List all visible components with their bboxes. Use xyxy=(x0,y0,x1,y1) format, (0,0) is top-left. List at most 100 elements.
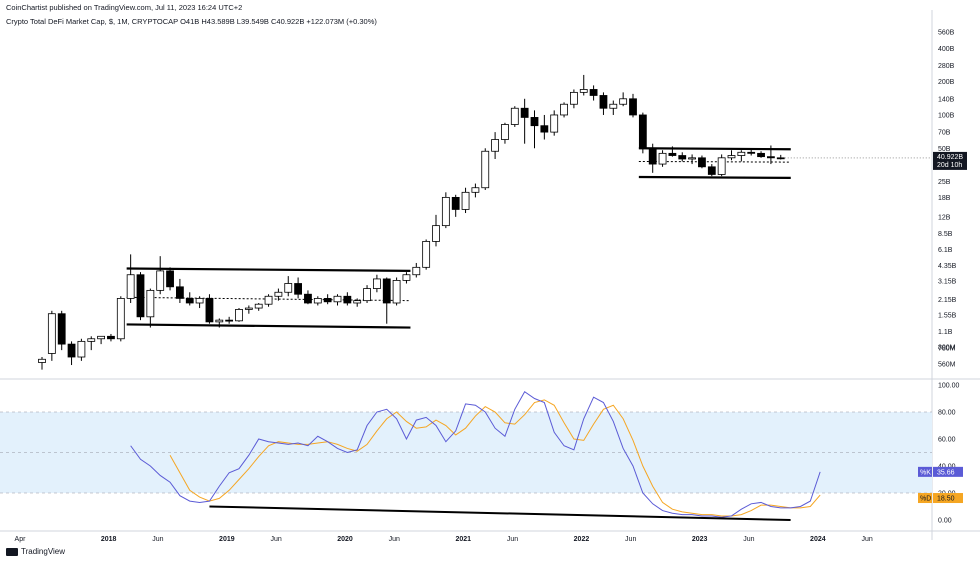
stoch-axis: 100.0080.0060.0040.0020.000.00%K35.66%D1… xyxy=(918,383,963,525)
price-tick-label: 18B xyxy=(938,195,951,202)
time-tick-label: Jun xyxy=(507,536,518,543)
candle-body xyxy=(47,313,56,354)
stoch-tick-label: 0.00 xyxy=(938,518,952,525)
candle-body xyxy=(146,289,155,318)
range-bottom-line-2022 xyxy=(638,175,791,179)
candle-body xyxy=(747,151,756,154)
candle-body xyxy=(767,156,775,159)
stoch-d-line xyxy=(169,399,821,517)
price-tick-label: 6.1B xyxy=(938,247,953,254)
candle-body xyxy=(77,340,86,358)
candle-body xyxy=(599,95,608,109)
candle-body xyxy=(638,114,647,149)
candle-body xyxy=(570,91,578,105)
candle-body xyxy=(727,155,736,159)
candle-body xyxy=(471,187,480,193)
brand-name: TradingView xyxy=(21,547,66,556)
candle-body xyxy=(688,157,696,160)
candle-body xyxy=(717,157,726,175)
candle-body xyxy=(441,196,450,227)
k-value-label: 35.66 xyxy=(937,469,955,476)
range-top-line-2022 xyxy=(638,147,791,151)
candle-body xyxy=(116,298,125,340)
k-label-text: %K xyxy=(920,469,931,476)
time-tick-label: 2024 xyxy=(810,536,826,543)
last-price-tag xyxy=(933,151,967,170)
k-label-tag xyxy=(918,466,932,477)
price-tick-label: 1.1B xyxy=(938,329,953,336)
time-tick-label: 2018 xyxy=(101,536,117,543)
candle-body xyxy=(195,298,204,304)
candle-body xyxy=(235,309,243,322)
candle-body xyxy=(185,298,194,304)
candle-body xyxy=(382,278,391,304)
time-tick-label: Jun xyxy=(743,536,754,543)
candle-body xyxy=(156,270,165,291)
candle-body xyxy=(38,358,46,363)
candle-body xyxy=(175,286,184,299)
price-tick-label: 25B xyxy=(938,179,951,186)
candle-body xyxy=(776,157,785,160)
stoch-tick-label: 80.00 xyxy=(938,410,956,417)
candle-body xyxy=(609,103,618,109)
candle-body xyxy=(274,291,283,297)
d-label-text: %D xyxy=(920,496,931,503)
stoch-tick-label: 60.00 xyxy=(938,437,956,444)
price-tick-label: 1.55B xyxy=(938,313,957,320)
candle-body xyxy=(737,151,746,156)
candle-body xyxy=(520,107,529,118)
countdown-label: 20d 10h xyxy=(937,162,962,169)
price-tick-label: 8.5B xyxy=(938,231,953,238)
candle-body xyxy=(678,155,687,160)
time-tick-label: 2023 xyxy=(692,536,708,543)
price-tick-label: 2.15B xyxy=(938,297,957,304)
candle-body xyxy=(57,313,66,345)
candle-body xyxy=(313,298,322,304)
candle-body xyxy=(323,298,332,303)
tradingview-logo-icon xyxy=(6,547,18,556)
range-top-line-2018 xyxy=(126,267,411,272)
candle-body xyxy=(550,114,559,133)
candle-body xyxy=(422,241,431,268)
price-tick-label: 400B xyxy=(938,46,955,53)
candle-body xyxy=(560,103,568,116)
candle-body xyxy=(707,166,716,175)
symbol-line: Crypto Total DeFi Market Cap, $, 1M, CRY… xyxy=(6,17,377,26)
time-tick-label: 2022 xyxy=(574,536,590,543)
price-tick-label: 3.15B xyxy=(938,279,957,286)
price-axis: 800M 560M 780M 1.1B 1.55B 2.15B 3.15B 4.35B 6.1B… xyxy=(0,10,980,540)
d-label-tag xyxy=(918,493,932,504)
d-value-tag xyxy=(933,493,963,504)
candle-body xyxy=(363,288,371,302)
candle-body xyxy=(402,274,411,281)
candle-body xyxy=(372,278,381,289)
publish-info: CoinChartist published on TradingView.co… xyxy=(6,3,243,12)
candle-body xyxy=(67,343,76,358)
stoch-tick-label: 100.00 xyxy=(938,383,960,390)
price-tick-label: 50B xyxy=(938,146,951,153)
price-tick-label: 780M xyxy=(938,346,956,353)
candle-body xyxy=(215,319,224,323)
time-tick-label: Jun xyxy=(152,536,163,543)
candle-body xyxy=(589,89,598,96)
k-value-tag xyxy=(933,466,963,477)
candle-body xyxy=(510,107,519,125)
candle-body xyxy=(392,280,401,304)
price-tick-label: 12B xyxy=(938,214,951,221)
candle-body xyxy=(619,98,628,105)
time-tick-label: Jun xyxy=(270,536,281,543)
time-tick-label: Jun xyxy=(625,536,636,543)
time-tick-label: Apr xyxy=(15,536,27,543)
footer[interactable]: TradingView xyxy=(6,547,65,556)
time-axis: Apr 2018 Jun 2019 Jun 2020 Jun 2021 Jun 2022 Jun 20… xyxy=(15,536,873,543)
candle-body xyxy=(412,266,421,276)
stoch-k-line xyxy=(130,391,821,518)
candle-body xyxy=(491,139,500,152)
candle-body xyxy=(126,274,135,299)
time-tick-label: Jun xyxy=(389,536,400,543)
price-tick-label: 280B xyxy=(938,63,955,70)
range-bottom-line-2018 xyxy=(126,323,411,329)
candle-body xyxy=(264,295,273,305)
candle-body xyxy=(136,274,145,318)
